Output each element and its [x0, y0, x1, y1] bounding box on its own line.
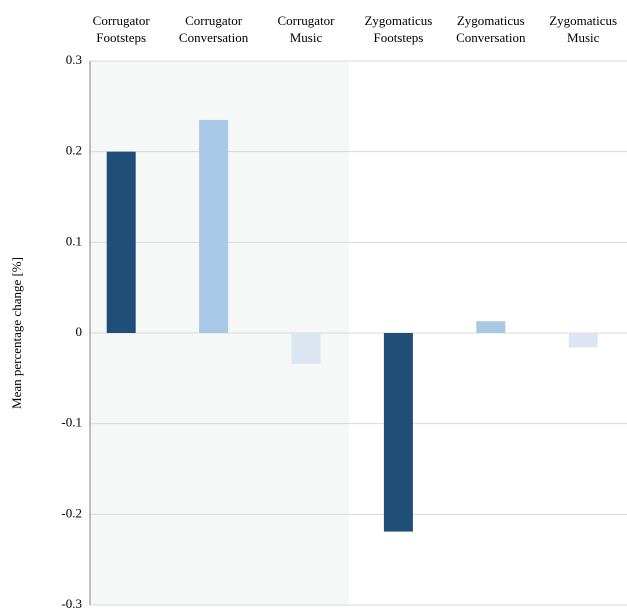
bar: [568, 333, 598, 348]
y-tick-label: 0: [76, 324, 83, 339]
y-axis-label: Mean percentage change [%]: [9, 257, 24, 409]
x-tick-label: Zygomaticus Conversation: [456, 13, 526, 45]
x-tick-label: Corrugator Footsteps: [92, 13, 150, 45]
x-tick-label: Corrugator Conversation: [178, 13, 249, 45]
bar: [476, 321, 506, 333]
x-tick-label: Zygomaticus Music: [549, 13, 618, 45]
y-tick-label: 0.1: [66, 233, 82, 248]
y-tick-label: -0.2: [61, 505, 82, 520]
bar: [291, 333, 321, 364]
bar: [383, 333, 413, 532]
x-tick-label: Corrugator Music: [277, 13, 335, 45]
y-tick-label: 0.2: [66, 143, 82, 158]
bar: [106, 151, 136, 333]
bar: [199, 119, 229, 333]
y-tick-label: -0.3: [61, 596, 82, 611]
y-tick-label: -0.1: [61, 415, 82, 430]
y-tick-label: 0.3: [66, 52, 82, 67]
x-tick-label: Zygomaticus Footsteps: [364, 13, 433, 45]
